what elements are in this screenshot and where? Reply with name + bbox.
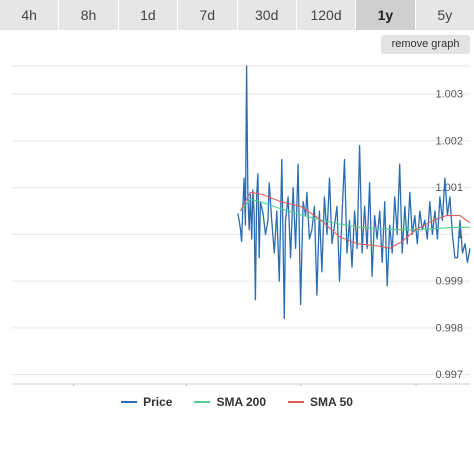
tab-120d[interactable]: 120d (296, 0, 357, 30)
sma200-line (239, 198, 470, 231)
legend-label-price: Price (143, 395, 173, 409)
y-tick-label: 0.998 (435, 322, 463, 334)
legend-swatch-price (121, 401, 138, 403)
timeframe-tabs: 4h 8h 1d 7d 30d 120d 1y 5y (0, 0, 474, 30)
y-tick-label: 1.003 (435, 89, 463, 101)
legend-swatch-sma50 (288, 401, 305, 403)
tab-30d[interactable]: 30d (237, 0, 297, 30)
legend-label-sma50: SMA 50 (310, 395, 353, 409)
tab-7d[interactable]: 7d (178, 0, 238, 30)
y-tick-label: 1.001 (435, 182, 463, 194)
remove-graph-button[interactable]: remove graph (381, 35, 470, 54)
tab-4h[interactable]: 4h (0, 0, 60, 30)
legend-swatch-sma200 (194, 401, 211, 403)
tab-5y[interactable]: 5y (415, 0, 474, 30)
sma50-line (239, 191, 471, 249)
legend-item-sma50[interactable]: SMA 50 (288, 392, 353, 412)
legend-item-price[interactable]: Price (121, 392, 172, 412)
tab-8h[interactable]: 8h (59, 0, 119, 30)
y-tick-label: 0.997 (435, 369, 463, 381)
price-line (237, 65, 471, 320)
y-tick-label: 1.002 (435, 135, 463, 147)
y-tick-label: 1 (457, 229, 463, 241)
tab-1d[interactable]: 1d (118, 0, 179, 30)
legend-label-sma200: SMA 200 (216, 395, 267, 409)
tab-1y[interactable]: 1y (356, 0, 416, 30)
y-tick-label: 0.999 (435, 276, 463, 288)
legend-item-sma200[interactable]: SMA 200 (194, 392, 266, 412)
chart-legend: Price SMA 200 SMA 50 (0, 392, 474, 412)
